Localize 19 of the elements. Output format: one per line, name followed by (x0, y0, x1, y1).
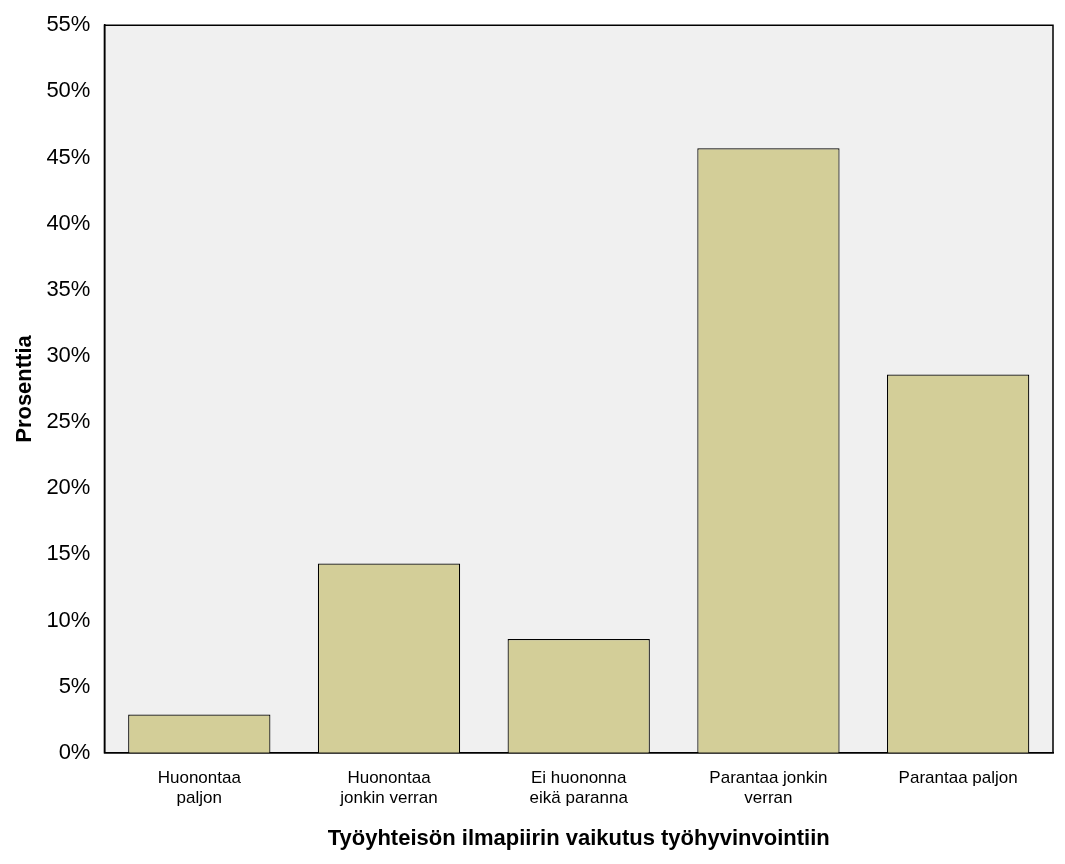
x-tick-label: Huonontaa jonkin verran (339, 767, 438, 808)
y-tick-label: 0% (58, 738, 91, 764)
y-tick-label: 50% (46, 77, 91, 103)
y-tick-label: 10% (46, 606, 91, 632)
x-tick-label: Parantaa paljon (898, 767, 1018, 787)
x-tick-label: Parantaa jonkin verran (709, 767, 828, 808)
x-tick-label: Ei huononna eikä paranna (529, 767, 629, 808)
y-tick-label: 45% (46, 143, 91, 169)
y-axis-title: Prosenttia (11, 334, 37, 443)
x-axis-title: Työyhteisön ilmapiirin vaikutus työhyvinvointiin (327, 824, 830, 850)
y-tick-label: 20% (46, 474, 91, 500)
y-tick-label: 55% (46, 11, 91, 37)
y-tick-label: 25% (46, 408, 91, 434)
y-tick-label: 30% (46, 341, 91, 367)
x-tick-label: Huonontaa paljon (157, 767, 242, 808)
y-tick-label: 5% (58, 672, 91, 698)
y-tick-label: 40% (46, 209, 91, 235)
y-tick-label: 35% (46, 275, 91, 301)
y-tick-label: 15% (46, 540, 91, 566)
